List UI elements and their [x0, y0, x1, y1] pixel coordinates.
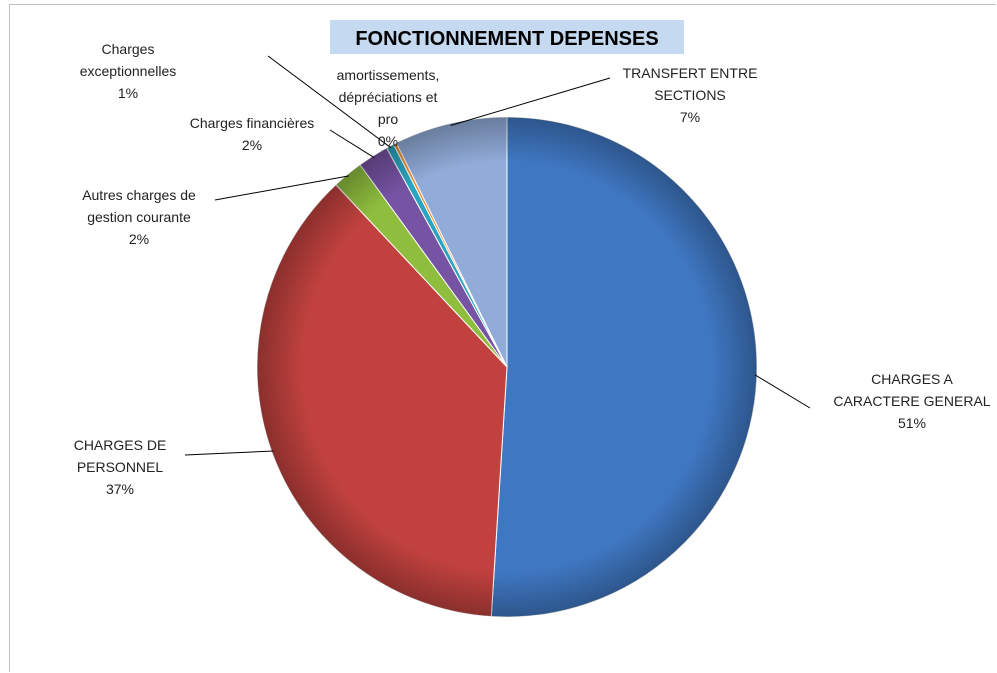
chart-title: FONCTIONNEMENT DEPENSES: [355, 28, 658, 50]
slice-label-line: gestion courante: [87, 209, 191, 225]
slice-label-line: CHARGES A: [871, 371, 953, 387]
slice-label-line: amortissements,: [337, 67, 440, 83]
slice-percent: 2%: [129, 231, 149, 247]
leader-line-7: [450, 77, 611, 126]
slice-label-5: Charges exceptionnelles 1%: [80, 41, 177, 101]
slice-label-4: Charges financières 2%: [190, 115, 315, 153]
slice-percent: 51%: [898, 415, 926, 431]
slice-label-6: amortissements, dépréciations et pro 0%: [337, 67, 440, 149]
pie-slice-1: [490, 116, 758, 618]
leader-line-2: [184, 450, 274, 456]
slice-label-line: CARACTERE GENERAL: [833, 393, 990, 409]
slice-label-line: PERSONNEL: [77, 459, 164, 475]
slice-label-1: CHARGES A CARACTERE GENERAL 51%: [833, 371, 990, 431]
slice-percent: 37%: [106, 481, 134, 497]
leader-line-3: [214, 175, 349, 201]
slice-label-line: CHARGES DE: [74, 437, 167, 453]
slice-label-line: pro: [378, 111, 398, 127]
slice-label-2: CHARGES DE PERSONNEL 37%: [74, 437, 167, 497]
slice-label-line: TRANSFERT ENTRE: [623, 65, 758, 81]
slice-label-line: Charges: [102, 41, 155, 57]
slice-label-line: Autres charges de: [82, 187, 196, 203]
slice-label-7: TRANSFERT ENTRE SECTIONS 7%: [623, 65, 758, 125]
leader-line-1: [754, 374, 811, 409]
leader-line-4: [329, 129, 375, 159]
slice-percent: 2%: [242, 137, 262, 153]
slice-percent: 1%: [118, 85, 138, 101]
slice-percent: 0%: [378, 133, 398, 149]
leader-line-5: [267, 55, 392, 149]
slice-label-line: dépréciations et: [339, 89, 438, 105]
slice-label-3: Autres charges de gestion courante 2%: [82, 187, 196, 247]
slice-label-line: Charges financières: [190, 115, 315, 131]
title-background: [330, 20, 684, 54]
slice-label-line: exceptionnelles: [80, 63, 177, 79]
slice-percent: 7%: [680, 109, 700, 125]
chart-frame: [9, 4, 996, 672]
slice-label-line: SECTIONS: [654, 87, 726, 103]
